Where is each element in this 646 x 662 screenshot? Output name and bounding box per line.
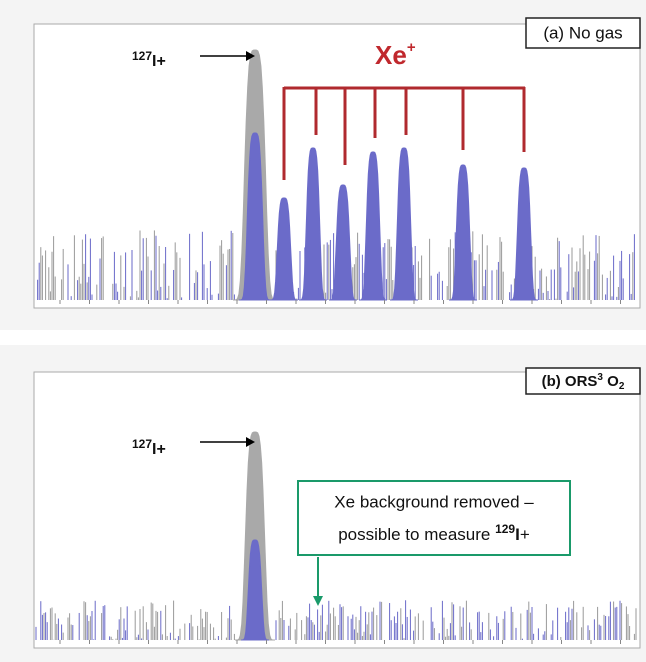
peak: [239, 132, 271, 301]
note-line: Xe background removed –: [334, 492, 534, 511]
ion-label: 127I+: [132, 49, 166, 70]
peak: [235, 431, 275, 641]
peak: [270, 197, 298, 301]
peak: [299, 147, 327, 301]
ion-label: 127I+: [132, 437, 166, 458]
label-box: [525, 17, 641, 49]
note-line: possible to measure 129I+: [338, 522, 530, 544]
label-box: [525, 367, 641, 395]
peak: [390, 147, 418, 301]
peak: [449, 164, 477, 301]
xe-label: Xe+: [375, 39, 416, 70]
peak: [241, 539, 269, 641]
note-box: [297, 480, 571, 556]
peak: [359, 151, 387, 301]
arrow-head: [313, 596, 323, 606]
peak: [329, 184, 357, 301]
arrow-head: [246, 437, 255, 447]
peak: [510, 167, 538, 301]
panel-label: (a) No gas: [543, 23, 622, 42]
arrow-head: [246, 51, 255, 61]
panel-label: (b) ORS3 O2: [542, 372, 625, 392]
